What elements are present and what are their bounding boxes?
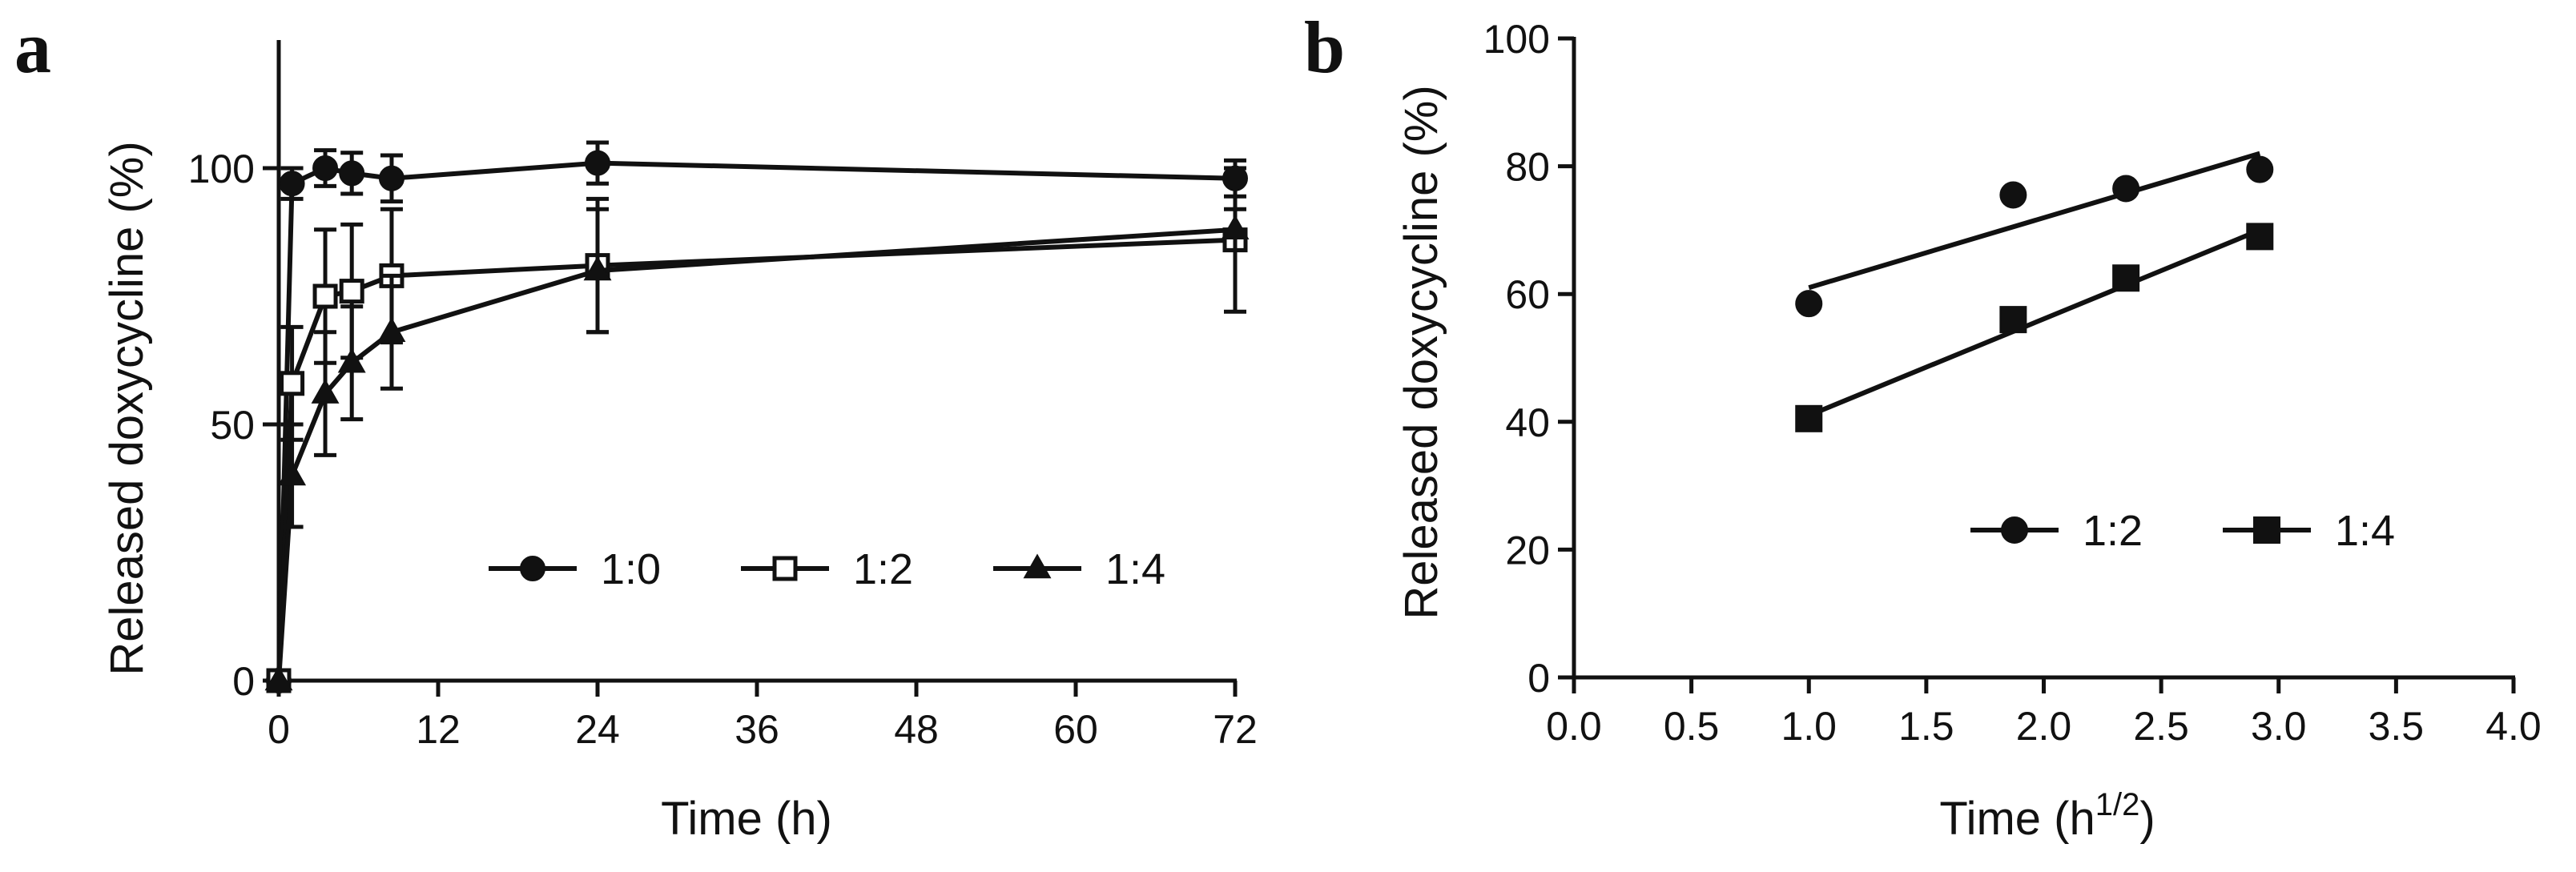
legend-label: 1:2 bbox=[2083, 507, 2143, 555]
x-tick-label: 1.5 bbox=[1898, 704, 1954, 749]
data-point bbox=[1999, 306, 2027, 334]
x-tick-label: 3.5 bbox=[2369, 704, 2425, 749]
data-point bbox=[264, 665, 293, 691]
panel-b-x-axis-title: Time (h1/2) bbox=[1939, 787, 2155, 845]
data-point bbox=[2112, 175, 2140, 203]
data-point bbox=[2246, 223, 2274, 251]
x-tick-label: 72 bbox=[1213, 707, 1258, 752]
data-point bbox=[312, 283, 338, 309]
x-tick-label: 1.0 bbox=[1781, 704, 1837, 749]
x-tick-label: 2.5 bbox=[2133, 704, 2189, 749]
y-tick-label: 50 bbox=[210, 403, 255, 448]
data-point bbox=[1221, 215, 1250, 240]
fit-line-1:2 bbox=[1808, 151, 2261, 291]
panel-a-plot-area: 0 12 24 36 48 60 72 0 50 100 1:0 1:2 1:4 bbox=[188, 40, 1258, 752]
data-point bbox=[279, 171, 305, 197]
y-tick-label: 100 bbox=[1483, 17, 1550, 62]
x-tick-label: 0.5 bbox=[1664, 704, 1720, 749]
data-point bbox=[339, 279, 364, 304]
data-point bbox=[583, 255, 612, 281]
legend-marker bbox=[772, 556, 798, 581]
series-line-1:2 bbox=[276, 237, 1236, 681]
data-point bbox=[2246, 155, 2274, 183]
x-tick-label: 60 bbox=[1053, 707, 1098, 752]
data-point bbox=[585, 150, 610, 176]
x-tick-label: 4.0 bbox=[2485, 704, 2542, 749]
x-tick-label: 0 bbox=[268, 707, 290, 752]
data-point bbox=[1999, 181, 2027, 209]
legend-marker bbox=[1023, 553, 1052, 579]
data-point bbox=[1795, 404, 1823, 432]
x-tick-label: 24 bbox=[575, 707, 620, 752]
y-tick-label: 60 bbox=[1505, 272, 1550, 317]
data-point bbox=[378, 165, 405, 191]
y-tick-label: 0 bbox=[1527, 656, 1550, 701]
data-point bbox=[339, 160, 365, 187]
x-tick-label: 3.0 bbox=[2251, 704, 2307, 749]
x-tick-label: 12 bbox=[416, 707, 461, 752]
legend-marker bbox=[520, 556, 545, 581]
data-point bbox=[280, 371, 305, 396]
panel-b-x-axis-title-main: Time (h bbox=[1939, 793, 2095, 845]
panel-a-y-axis-title: Released doxycycline (%) bbox=[101, 141, 153, 675]
data-point bbox=[311, 379, 340, 404]
y-tick-label: 80 bbox=[1505, 145, 1550, 190]
legend-marker bbox=[2001, 516, 2028, 544]
x-tick-label: 48 bbox=[894, 707, 939, 752]
panel-a-letter: a bbox=[14, 6, 51, 88]
legend-label: 1:4 bbox=[2335, 507, 2395, 555]
data-point bbox=[337, 348, 366, 373]
x-tick-label: 0.0 bbox=[1546, 704, 1602, 749]
data-point bbox=[278, 460, 307, 486]
y-tick-label: 0 bbox=[232, 659, 255, 704]
y-tick-label: 40 bbox=[1505, 400, 1550, 445]
fit-line-1:4 bbox=[1808, 227, 2261, 418]
panel-b-y-axis-title: Released doxycycline (%) bbox=[1395, 85, 1447, 619]
data-point bbox=[377, 317, 406, 343]
data-point bbox=[2112, 264, 2140, 292]
legend-label: 1:4 bbox=[1105, 545, 1165, 593]
legend-label: 1:0 bbox=[601, 545, 661, 593]
y-tick-label: 20 bbox=[1505, 528, 1550, 573]
panel-b-letter: b bbox=[1304, 6, 1345, 88]
legend-marker bbox=[2253, 516, 2280, 544]
panel-b-plot-area: 0.0 0.5 1.0 1.5 2.0 2.5 3.0 3.5 4.0 0 20 40 60 80 100 1… bbox=[1483, 17, 2542, 749]
data-point bbox=[312, 155, 339, 181]
data-point bbox=[1795, 290, 1823, 318]
panel-b-x-axis-title-end: ) bbox=[2139, 793, 2155, 845]
panel-a-x-axis-title: Time (h) bbox=[661, 793, 832, 845]
panel-b: b 0.0 0.5 1.0 1.5 2.0 2.5 3.0 3.5 4.0 0 20 40 60 80 10… bbox=[1304, 6, 2542, 845]
y-tick-label: 100 bbox=[188, 147, 255, 191]
x-tick-label: 2.0 bbox=[2016, 704, 2072, 749]
series-line-1:4 bbox=[276, 227, 1236, 681]
legend-label: 1:2 bbox=[853, 545, 913, 593]
x-tick-label: 36 bbox=[735, 707, 779, 752]
panel-b-x-axis-title-sup: 1/2 bbox=[2095, 787, 2140, 822]
